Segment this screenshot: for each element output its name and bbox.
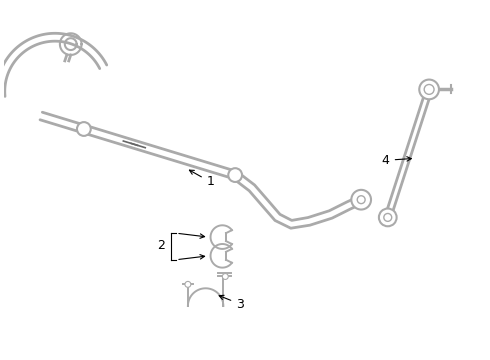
Text: 1: 1 bbox=[190, 170, 215, 189]
Circle shape bbox=[419, 80, 439, 99]
Circle shape bbox=[379, 208, 396, 226]
Text: 3: 3 bbox=[219, 295, 244, 311]
Circle shape bbox=[384, 213, 392, 221]
Circle shape bbox=[351, 190, 371, 210]
Circle shape bbox=[77, 122, 91, 136]
Text: 4: 4 bbox=[382, 154, 411, 167]
Text: 2: 2 bbox=[157, 239, 165, 252]
Circle shape bbox=[228, 168, 242, 182]
Circle shape bbox=[222, 274, 228, 279]
Circle shape bbox=[185, 282, 191, 287]
Circle shape bbox=[424, 85, 434, 94]
Circle shape bbox=[357, 196, 365, 204]
